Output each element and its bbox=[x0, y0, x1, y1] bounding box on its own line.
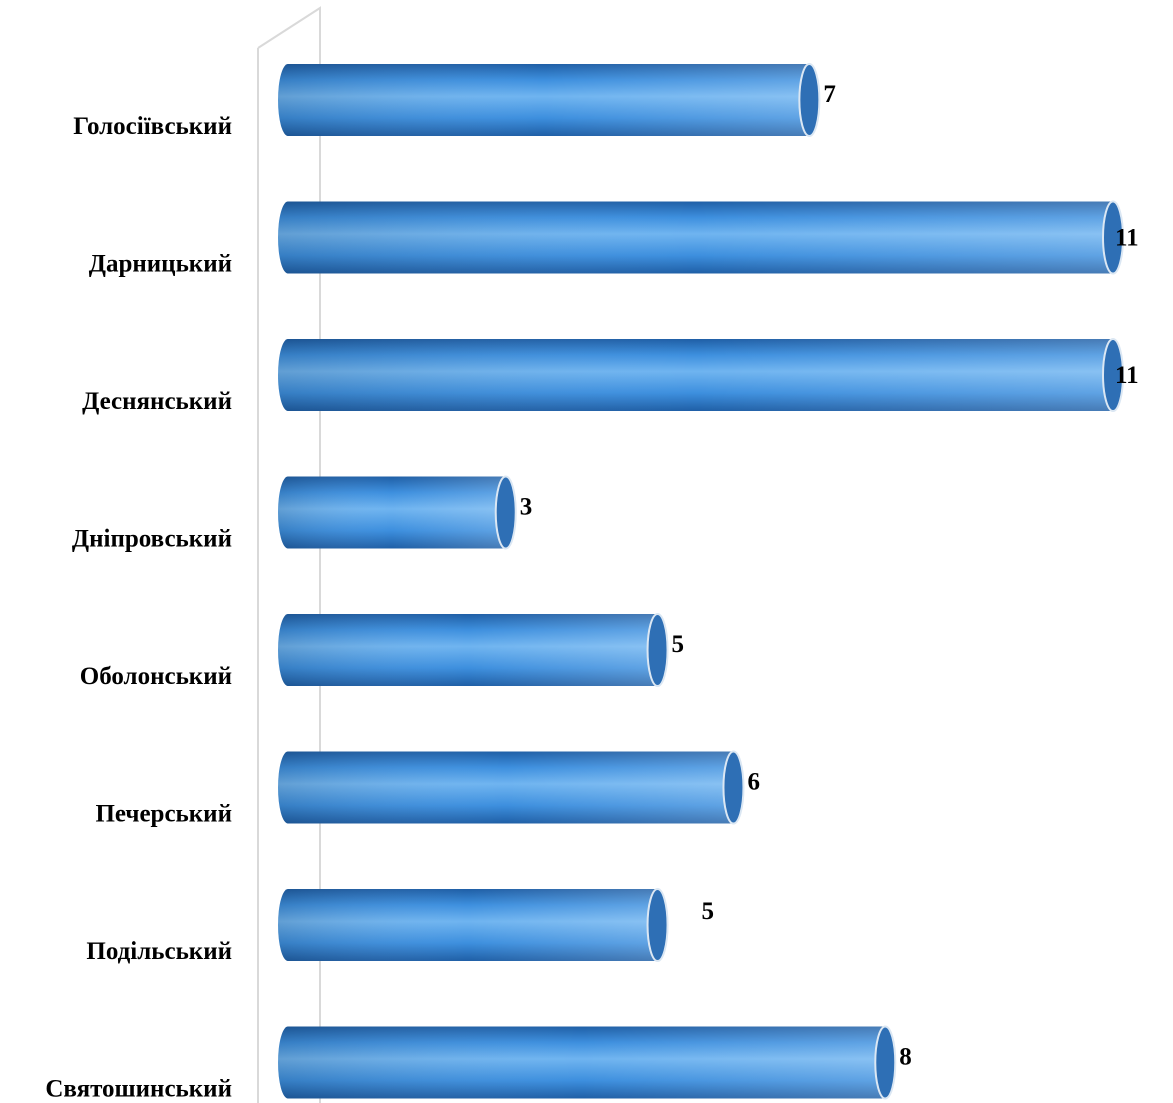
bar-cap bbox=[1102, 338, 1124, 412]
axis-wall bbox=[257, 6, 321, 1103]
bar-shade bbox=[278, 751, 734, 824]
category-label: Оболонський bbox=[80, 663, 232, 690]
category-label: Дніпровський bbox=[72, 526, 232, 553]
bar-3 bbox=[278, 338, 1124, 412]
bar-shade bbox=[278, 889, 658, 961]
bar-cap bbox=[722, 750, 745, 825]
bar-shade bbox=[278, 64, 810, 136]
value-label: 6 bbox=[747, 769, 760, 796]
value-label: 3 bbox=[520, 494, 533, 521]
bar-cap bbox=[646, 888, 669, 962]
bar-shade bbox=[278, 339, 1113, 411]
bar-cap bbox=[1102, 200, 1124, 275]
value-label: 11 bbox=[1115, 225, 1139, 252]
bar-cap bbox=[646, 613, 669, 687]
labels-layer: Голосіївський 7 Дарницький 11 Деснянський 11 Д… bbox=[45, 81, 1138, 1103]
category-label: Дарницький bbox=[89, 251, 232, 278]
category-label: Голосіївський bbox=[73, 113, 232, 140]
bar-2 bbox=[278, 200, 1124, 275]
bar-cap bbox=[494, 475, 517, 550]
value-label: 5 bbox=[672, 631, 685, 658]
bars-layer bbox=[278, 63, 1124, 1100]
bar-cap bbox=[874, 1025, 897, 1100]
bar-shade bbox=[278, 614, 658, 686]
value-label: 7 bbox=[823, 81, 836, 108]
bar-shade bbox=[278, 201, 1113, 274]
bar-5 bbox=[278, 613, 669, 687]
value-label: 11 bbox=[1115, 362, 1139, 389]
bar-7 bbox=[278, 888, 669, 962]
bar-cap bbox=[798, 63, 821, 137]
value-label: 8 bbox=[899, 1044, 912, 1071]
category-label: Деснянський bbox=[82, 388, 232, 415]
category-label: Печерський bbox=[95, 801, 232, 828]
bar-1 bbox=[278, 63, 821, 137]
value-label: 5 bbox=[702, 898, 715, 925]
bar-6 bbox=[278, 750, 745, 825]
bar-shade bbox=[278, 476, 506, 549]
bar-4 bbox=[278, 475, 517, 550]
category-label: Святошинський bbox=[45, 1076, 232, 1103]
bar-shade bbox=[278, 1026, 886, 1099]
category-label: Подільський bbox=[86, 938, 232, 965]
bar-8 bbox=[278, 1025, 897, 1100]
